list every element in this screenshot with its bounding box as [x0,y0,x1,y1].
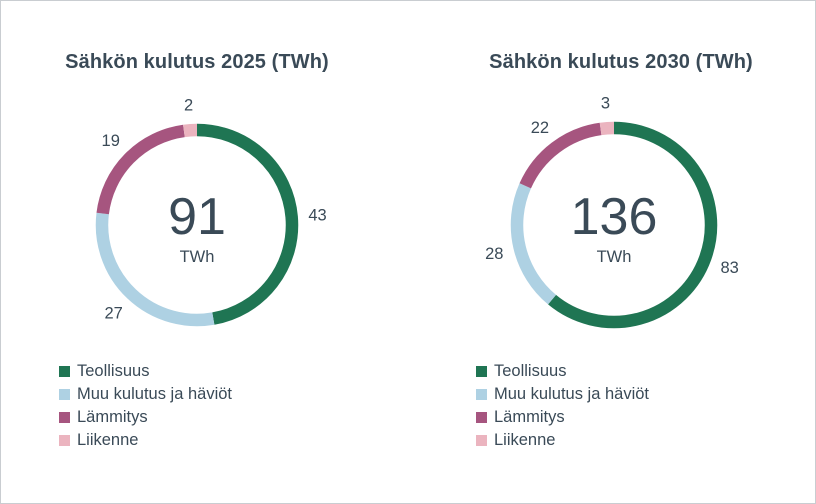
donut-segment-liikenne [599,121,615,136]
legend-item-liikenne: Liikenne [59,429,232,452]
data-label-teollisuus: 43 [308,207,326,225]
legend-label: Teollisuus [494,362,567,380]
legend: Teollisuus Muu kulutus ja häviöt Lämmity… [59,360,232,452]
chart-title: Sähkön kulutus 2030 (TWh) [489,51,753,73]
data-label-muu-kulutus-ja-haviot: 27 [105,305,123,323]
legend-label: Lämmitys [77,408,148,426]
legend-label: Teollisuus [77,362,150,380]
donut-segment-liikenne [183,123,198,138]
donut-segment-teollisuus [548,121,718,329]
legend: Teollisuus Muu kulutus ja häviöt Lämmity… [476,360,649,452]
donut-segment-muu-kulutus-ja-haviot [510,183,557,305]
legend-swatch [59,389,70,400]
data-label-teollisuus: 83 [721,259,739,277]
total-value: 91 [168,188,226,246]
legend-swatch [59,412,70,423]
legend-swatch [476,412,487,423]
legend-item-muu-kulutus: Muu kulutus ja häviöt [476,383,649,406]
legend-item-teollisuus: Teollisuus [59,360,232,383]
legend-label: Muu kulutus ja häviöt [77,385,233,403]
legend-swatch [476,366,487,377]
total-value: 136 [571,188,658,246]
donut-segment-lammitys [96,124,185,215]
legend-label: Lämmitys [494,408,565,426]
total-unit: TWh [597,248,632,266]
data-label-liikenne: 2 [184,96,193,114]
donut-chart-2025: 43 27 19 2 91 TWh [95,96,327,327]
donut-segment-lammitys [519,122,602,189]
legend-item-muu-kulutus: Muu kulutus ja häviöt [59,383,232,406]
legend-swatch [59,366,70,377]
total-unit: TWh [180,248,215,266]
data-label-lammitys: 19 [102,132,120,150]
legend-label: Muu kulutus ja häviöt [494,385,650,403]
legend-label: Liikenne [77,431,139,449]
legend-swatch [476,435,487,446]
legend-item-liikenne: Liikenne [476,429,649,452]
legend-label: Liikenne [494,431,556,449]
legend-item-lammitys: Lämmitys [476,406,649,429]
chart-panel-2030: Sähkön kulutus 2030 (TWh) 83 28 22 3 136 TWh … [409,1,816,503]
legend-swatch [476,389,487,400]
data-label-lammitys: 22 [531,119,549,137]
legend-swatch [59,435,70,446]
chart-title: Sähkön kulutus 2025 (TWh) [65,51,329,73]
data-label-muu-kulutus-ja-haviot: 28 [485,245,503,263]
data-label-liikenne: 3 [601,94,610,112]
donut-segment-teollisuus [196,123,299,325]
chart-panel-2025: Sähkön kulutus 2025 (TWh) 43 27 19 2 91 TWh T… [1,1,409,503]
donut-segment-muu-kulutus-ja-haviot [95,212,215,327]
donut-chart-2030: 83 28 22 3 136 TWh [485,94,739,329]
legend-item-lammitys: Lämmitys [59,406,232,429]
legend-item-teollisuus: Teollisuus [476,360,649,383]
